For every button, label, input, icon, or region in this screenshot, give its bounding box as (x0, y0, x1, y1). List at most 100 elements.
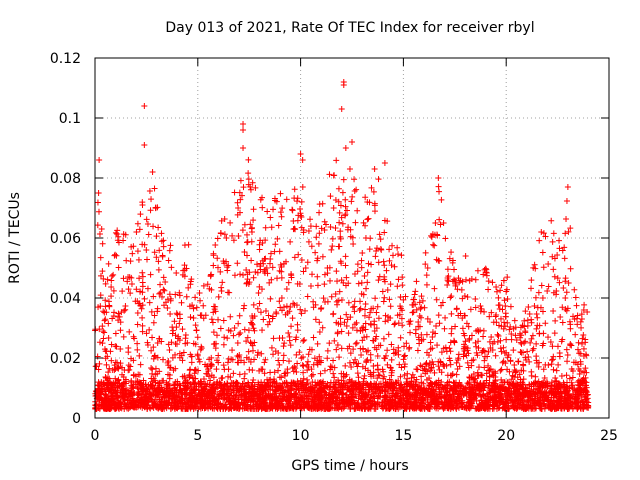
data-point (532, 373, 539, 380)
data-point (317, 359, 324, 366)
data-point (283, 196, 290, 203)
data-point (144, 285, 151, 292)
data-point (241, 370, 248, 377)
data-point (164, 296, 171, 303)
data-point (291, 254, 298, 261)
data-point (342, 211, 349, 218)
data-point (380, 258, 387, 265)
data-point (179, 326, 186, 333)
data-point (338, 405, 345, 412)
data-point (126, 328, 133, 335)
data-point (296, 281, 303, 288)
data-point (409, 309, 416, 316)
data-point (374, 366, 381, 373)
data-point (500, 277, 507, 284)
data-point (464, 294, 471, 301)
data-point (556, 245, 563, 252)
data-point (539, 308, 546, 315)
data-point (430, 241, 437, 248)
data-point (197, 380, 204, 387)
data-point (254, 385, 261, 392)
data-point (129, 383, 136, 390)
data-point (392, 320, 399, 327)
data-point (126, 366, 133, 373)
data-point (444, 379, 451, 386)
data-point (531, 391, 538, 398)
data-point (210, 309, 217, 316)
data-point (566, 318, 573, 325)
data-point (210, 390, 217, 397)
data-point (208, 271, 215, 278)
data-point (328, 246, 335, 253)
data-point (448, 293, 455, 300)
data-point (314, 255, 321, 262)
data-point (439, 299, 446, 306)
data-point (418, 331, 425, 338)
data-point (245, 176, 252, 183)
data-point (544, 288, 551, 295)
data-point (264, 270, 271, 277)
data-point (264, 208, 271, 215)
data-point (331, 364, 338, 371)
data-point (449, 371, 456, 378)
data-point (478, 371, 485, 378)
data-point (468, 362, 475, 369)
data-point (254, 305, 261, 312)
data-point (468, 394, 475, 401)
data-point (337, 315, 344, 322)
data-point (326, 384, 333, 391)
data-point (440, 405, 447, 412)
data-point (365, 215, 372, 222)
data-point (321, 227, 328, 234)
data-point (174, 335, 181, 342)
data-point (381, 294, 388, 301)
data-point (112, 343, 119, 350)
data-point (413, 306, 420, 313)
data-point (316, 230, 323, 237)
data-point (463, 352, 470, 359)
data-point (111, 395, 118, 402)
data-point (467, 384, 474, 391)
data-point (540, 230, 547, 237)
data-point (459, 295, 466, 302)
data-point (295, 251, 302, 258)
data-point (486, 402, 493, 409)
data-point (452, 277, 459, 284)
data-point (556, 349, 563, 356)
data-point (98, 225, 105, 232)
data-point (555, 361, 562, 368)
data-point (520, 381, 527, 388)
data-point (302, 265, 309, 272)
data-point (538, 282, 545, 289)
data-point (549, 356, 556, 363)
data-point (321, 367, 328, 374)
data-point (317, 370, 324, 377)
data-point (237, 177, 244, 184)
data-point (558, 338, 565, 345)
data-point (269, 264, 276, 271)
data-point (151, 377, 158, 384)
data-point (446, 255, 453, 262)
data-point (219, 279, 226, 286)
data-point (255, 289, 262, 296)
data-point (355, 374, 362, 381)
data-point (249, 347, 256, 354)
data-point (362, 306, 369, 313)
data-point (552, 377, 559, 384)
data-point (201, 391, 208, 398)
data-point (470, 371, 477, 378)
data-point (431, 369, 438, 376)
data-point (411, 374, 418, 381)
data-point (553, 291, 560, 298)
data-point (367, 394, 374, 401)
data-point (400, 356, 407, 363)
data-point (354, 386, 361, 393)
data-point (272, 387, 279, 394)
data-point (497, 390, 504, 397)
data-point (584, 308, 591, 315)
data-point (423, 376, 430, 383)
data-point (395, 377, 402, 384)
data-point (266, 279, 273, 286)
data-point (387, 365, 394, 372)
data-point (435, 257, 442, 264)
